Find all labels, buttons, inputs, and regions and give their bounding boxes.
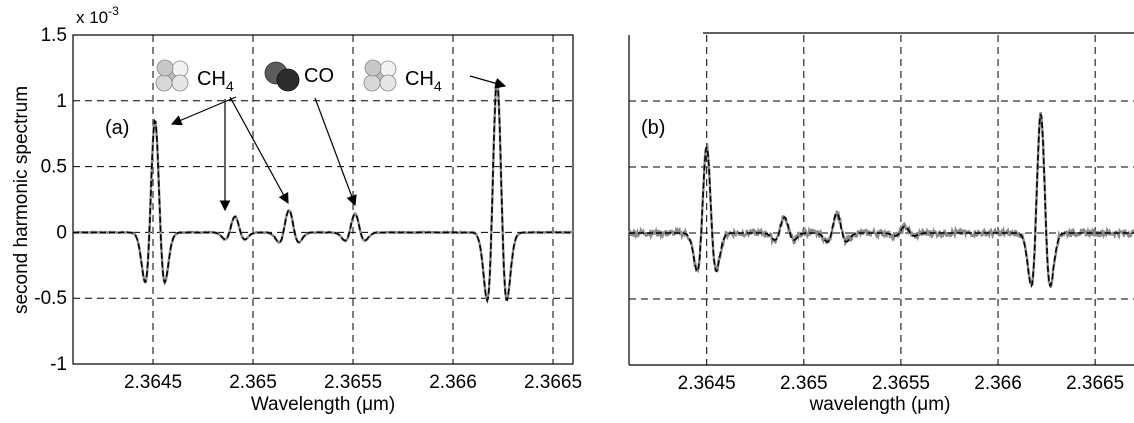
panel-b: 2.3645 2.365 2.3655 2.366 2.3665 wavelength … [628,32,1134,415]
plot-frame [72,34,574,365]
y-axis-label: second harmonic spectrum [11,86,32,314]
x-tick-label: 2.3645 [124,372,182,393]
methane-molecule-icon [363,59,397,92]
y-tick-label: -1 [50,354,67,375]
series-layer [628,111,1134,288]
y-tick-label: 1 [56,91,67,112]
series-line-dashed [629,114,1134,288]
annotation-arrow [469,75,507,89]
panel-a: -1-0.500.511.5 2.3645 2.365 2.3655 2.366 2.3… [11,4,582,415]
series-layer [72,79,574,305]
x-tick-label: 2.3665 [524,372,582,393]
x-tick-label: 2.365 [780,373,828,394]
methane-label: CH4 [405,68,442,94]
x-tick-label: 2.3665 [1066,373,1124,394]
series-line-solid [628,111,1134,288]
panel-label: (b) [641,117,665,139]
x-axis-label: Wavelength (μm) [251,394,395,415]
series-line-dashed [73,79,573,303]
x-tick-label: 2.3655 [872,373,930,394]
x-tick-label: 2.3655 [324,372,382,393]
y-exponent-label: x 10-3 [76,4,119,27]
x-tick-label: 2.365 [229,372,277,393]
grid-lines [73,35,573,364]
carbon-monoxide-label: CO [304,65,334,87]
methane-label: CH4 [197,68,234,94]
y-tick-label: 0.5 [41,157,67,178]
carbon-monoxide-molecule-icon [264,61,300,92]
y-tick-labels: -1 -0.5 0 0.5 1 1.5 [34,25,67,375]
panel-label: (a) [105,117,129,139]
methane-molecule-icon [155,59,189,92]
grid-lines [629,35,1134,365]
y-tick-label: 1.5 [41,25,67,46]
annotation-arrow [229,96,289,205]
y-tick-label: 0 [56,222,67,243]
x-axis-label: wavelength (μm) [809,394,951,415]
x-tick-label: 2.366 [974,373,1022,394]
x-tick-label: 2.366 [429,372,477,393]
x-tick-labels: 2.3645 2.365 2.3655 2.366 2.3665 [678,373,1125,394]
annotation-arrow [314,97,357,207]
x-tick-label: 2.3645 [678,373,736,394]
y-tick-label: -0.5 [34,288,67,309]
x-tick-labels: 2.3645 2.365 2.3655 2.366 2.3665 [124,372,582,393]
